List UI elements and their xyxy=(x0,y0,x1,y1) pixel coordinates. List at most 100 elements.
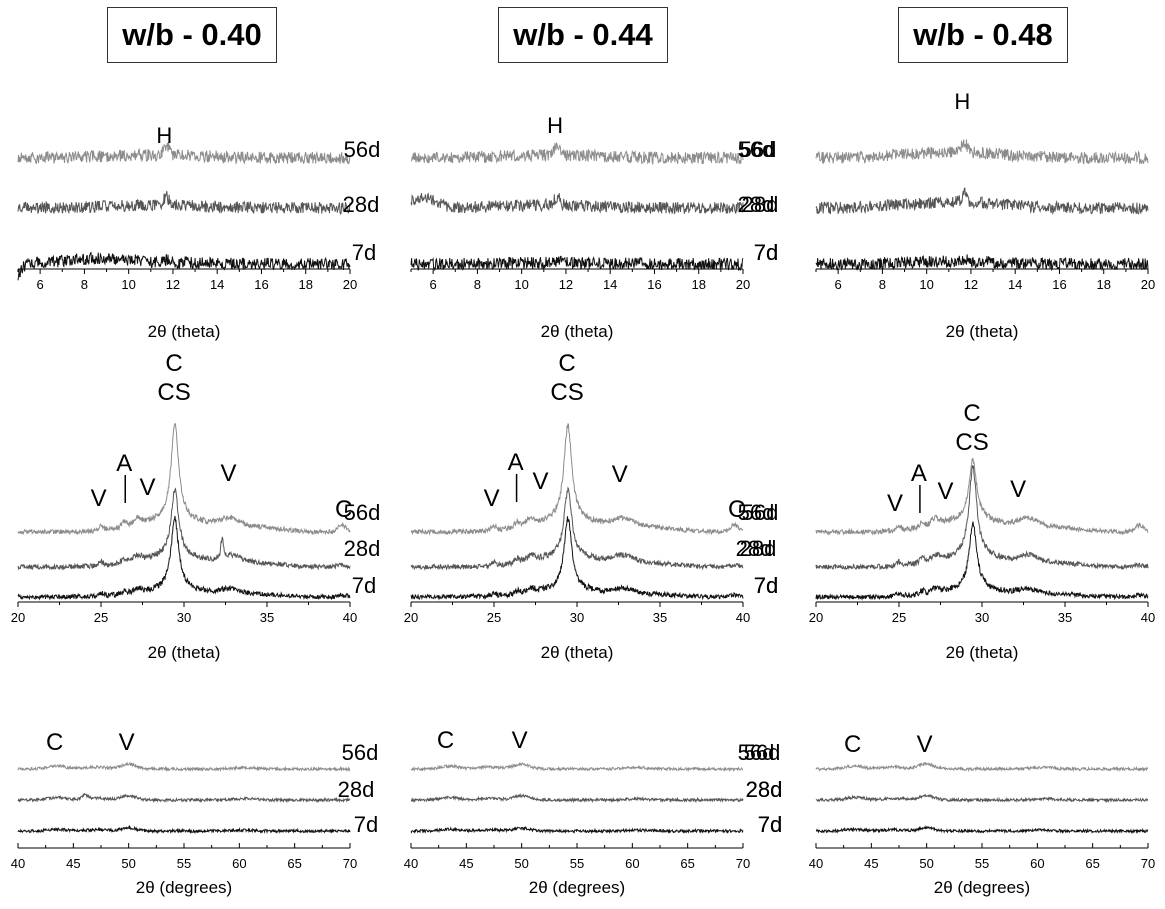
series-line-28d xyxy=(815,465,1149,571)
series-line-28d xyxy=(815,187,1149,216)
xrd-panel: 6 8 10 12 14 16 18 20 2θ (theta) 56d 28d 7d H xyxy=(17,123,380,341)
series-line-28d xyxy=(410,792,744,804)
peak-label: C xyxy=(558,350,575,377)
series-line-56d xyxy=(410,762,744,773)
x-tick-label: 8 xyxy=(879,277,886,292)
peak-label: V xyxy=(140,474,156,501)
series-label-28d: 28d xyxy=(742,192,779,217)
peak-label: V xyxy=(938,478,954,505)
series-line-7d xyxy=(410,826,744,835)
series-label-28d: 28d xyxy=(738,192,775,217)
peak-label: V xyxy=(512,727,528,754)
x-tick-label: 20 xyxy=(343,277,357,292)
x-tick-label: 16 xyxy=(1052,277,1066,292)
x-axis-label: 2θ (theta) xyxy=(541,643,614,662)
series-label-56d: 56d xyxy=(742,500,779,525)
peak-label: A xyxy=(116,450,132,477)
x-tick-label: 45 xyxy=(459,856,473,871)
series-label-28d: 28d xyxy=(343,192,380,217)
x-axis-label: 2θ (theta) xyxy=(541,322,614,341)
series-line-28d xyxy=(815,793,1149,804)
series-line-7d xyxy=(17,824,351,835)
x-tick-label: 30 xyxy=(177,610,191,625)
series-label-56d: 56d xyxy=(738,137,775,162)
x-tick-label: 14 xyxy=(603,277,617,292)
x-tick-label: 10 xyxy=(121,277,135,292)
x-tick-label: 45 xyxy=(66,856,80,871)
x-tick-label: 20 xyxy=(404,610,418,625)
series-line-28d xyxy=(17,191,351,216)
x-tick-label: 50 xyxy=(919,856,933,871)
series-label-28d: 28d xyxy=(746,777,783,802)
series-label-7d: 7d xyxy=(754,240,778,265)
x-tick-label: 8 xyxy=(81,277,88,292)
x-tick-label: 14 xyxy=(210,277,224,292)
x-tick-label: 50 xyxy=(121,856,135,871)
series-line-7d xyxy=(815,254,1149,272)
x-tick-label: 16 xyxy=(254,277,268,292)
peak-label: V xyxy=(484,485,500,512)
peak-label: A xyxy=(508,449,524,476)
x-tick-label: 55 xyxy=(570,856,584,871)
series-line-56d xyxy=(815,139,1149,165)
column-title-1: w/b - 0.44 xyxy=(498,7,668,63)
x-tick-label: 8 xyxy=(474,277,481,292)
x-axis-label: 2θ (theta) xyxy=(148,643,221,662)
series-line-56d xyxy=(410,142,744,166)
peak-label: CS xyxy=(550,379,583,406)
x-axis-label: 2θ (degrees) xyxy=(934,878,1030,897)
peak-label: V xyxy=(91,485,107,512)
series-label-7d: 7d xyxy=(754,240,778,265)
peak-label: V xyxy=(917,731,933,758)
column-title-0: w/b - 0.40 xyxy=(107,7,277,63)
x-tick-label: 60 xyxy=(625,856,639,871)
xrd-panel: 40 45 50 55 60 65 70 2θ (degrees) 56d 28d 7d C V xyxy=(11,729,379,897)
peak-label: V xyxy=(612,461,628,488)
x-tick-label: 60 xyxy=(232,856,246,871)
peak-label: CS xyxy=(955,429,988,456)
xrd-panel: 40 45 50 55 60 65 70 2θ (degrees) 56d 28d 7d C V xyxy=(744,731,1156,897)
x-tick-label: 50 xyxy=(514,856,528,871)
x-tick-label: 35 xyxy=(1058,610,1072,625)
x-tick-label: 40 xyxy=(404,856,418,871)
x-tick-label: 20 xyxy=(11,610,25,625)
series-line-28d xyxy=(17,792,351,804)
series-line-56d xyxy=(17,142,351,165)
x-tick-label: 35 xyxy=(653,610,667,625)
peak-label: H xyxy=(954,89,970,114)
series-label-28d: 28d xyxy=(338,777,375,802)
x-tick-label: 65 xyxy=(1085,856,1099,871)
x-tick-label: 16 xyxy=(647,277,661,292)
series-line-7d xyxy=(17,515,351,601)
x-tick-label: 70 xyxy=(343,856,357,871)
peak-label: C xyxy=(844,731,861,758)
x-axis-label: 2θ (degrees) xyxy=(529,878,625,897)
series-line-56d xyxy=(410,423,744,536)
peak-label: H xyxy=(156,123,172,148)
xrd-panel: 6 8 10 12 14 16 18 20 2θ (theta) 56d 28d 7d H xyxy=(410,113,778,341)
x-tick-label: 35 xyxy=(260,610,274,625)
x-tick-label: 18 xyxy=(1096,277,1110,292)
x-tick-label: 25 xyxy=(94,610,108,625)
peak-label: A xyxy=(911,460,927,487)
x-tick-label: 25 xyxy=(487,610,501,625)
x-tick-label: 30 xyxy=(975,610,989,625)
series-label-56d: 56d xyxy=(740,137,777,162)
peak-label: C xyxy=(335,496,352,523)
peak-label: C xyxy=(728,496,745,523)
x-tick-label: 12 xyxy=(964,277,978,292)
series-label-56d: 56d xyxy=(344,500,381,525)
series-label-28d: 28d xyxy=(736,536,773,561)
x-tick-label: 20 xyxy=(736,277,750,292)
x-tick-label: 14 xyxy=(1008,277,1022,292)
series-label-28d: 28d xyxy=(740,536,777,561)
x-tick-label: 70 xyxy=(736,856,750,871)
series-line-7d xyxy=(17,251,351,281)
series-line-7d xyxy=(815,521,1149,601)
x-tick-label: 10 xyxy=(919,277,933,292)
x-tick-label: 40 xyxy=(11,856,25,871)
x-tick-label: 25 xyxy=(892,610,906,625)
series-label-28d: 28d xyxy=(746,777,783,802)
